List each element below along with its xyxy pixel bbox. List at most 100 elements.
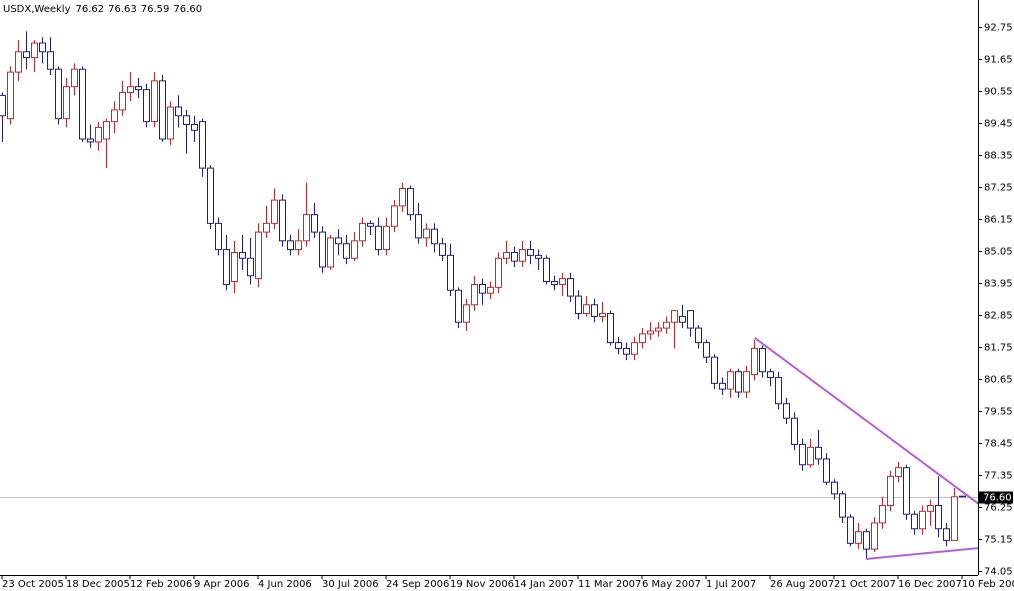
candle-body [543, 257, 550, 283]
candle-body [271, 199, 278, 224]
candle-body [911, 513, 918, 530]
candle-body [135, 86, 142, 91]
candle-body [95, 126, 102, 143]
candle-body [655, 327, 662, 332]
x-tick-label: 26 Aug 2007 [770, 579, 834, 590]
candle-body [959, 495, 966, 498]
candle-body [447, 254, 454, 291]
candle-body [247, 257, 254, 277]
candle-body [0, 94, 6, 117]
x-tick-label: 24 Sep 2006 [386, 579, 449, 590]
candle-body [351, 240, 358, 259]
x-tick-label: 14 Jan 2007 [514, 579, 574, 590]
y-tick-label: 87.25 [984, 183, 1013, 194]
x-tick-label: 23 Oct 2005 [2, 579, 64, 590]
candle-body [495, 257, 502, 288]
candle-body [407, 187, 414, 216]
x-tick-label: 11 Mar 2007 [578, 579, 641, 590]
candle-body [63, 86, 70, 120]
candle-body [663, 321, 670, 329]
price-label-box [979, 491, 1013, 504]
y-tick-label: 76.25 [984, 503, 1013, 514]
candle-body [31, 42, 38, 59]
candle-body [367, 222, 374, 227]
y-tick-label: 80.65 [984, 375, 1013, 386]
candle-body [583, 304, 590, 315]
candle-body [951, 496, 958, 541]
x-tick-label: 21 Oct 2007 [834, 579, 896, 590]
candle-body [679, 315, 686, 323]
low-label: 76.59 [141, 4, 170, 15]
x-tick-label: 16 Dec 2007 [898, 579, 962, 590]
x-tick-label: 9 Apr 2006 [194, 579, 249, 590]
candle-body [527, 249, 534, 256]
candle-body [439, 243, 446, 256]
y-tick-label: 75.15 [984, 535, 1013, 546]
candle-body [871, 522, 878, 550]
candle-body [119, 91, 126, 111]
candle-body [255, 231, 262, 280]
candle-body [847, 516, 854, 544]
candle-body [815, 446, 822, 460]
y-tick-label: 82.85 [984, 311, 1013, 322]
x-tick-label: 6 May 2007 [642, 579, 701, 590]
candle-body [743, 371, 750, 393]
candle-body [79, 68, 86, 140]
y-tick-label: 92.75 [984, 23, 1013, 34]
candle-body [903, 467, 910, 515]
plot-area [0, 31, 978, 560]
candle-body [127, 86, 134, 93]
candle-body [455, 289, 462, 323]
y-tick-label: 83.95 [984, 279, 1013, 290]
candle-body [287, 240, 294, 251]
candle-body [759, 347, 766, 373]
candle-body [727, 371, 734, 390]
y-tick-label: 79.55 [984, 407, 1013, 418]
candle-body [823, 458, 830, 483]
candle-body [399, 187, 406, 207]
candle-body [791, 417, 798, 445]
candle-body [735, 371, 742, 393]
candle-body [671, 310, 678, 323]
candle-body [239, 251, 246, 259]
candle-body [887, 475, 894, 506]
x-tick-label: 4 Jun 2006 [258, 579, 312, 590]
candle-body [575, 295, 582, 315]
candle-body [391, 205, 398, 227]
candle-body [359, 222, 366, 242]
candle-body [151, 80, 158, 123]
y-tick-label: 89.45 [984, 119, 1013, 130]
high-label: 76.63 [108, 4, 137, 15]
candle-body [7, 71, 14, 120]
candle-body [487, 286, 494, 294]
candle-body [175, 106, 182, 117]
candle-body [703, 342, 710, 358]
x-tick-label: 10 Feb 2008 [962, 579, 1014, 590]
candle-body [719, 382, 726, 390]
candle-body [143, 89, 150, 123]
y-tick-label: 88.35 [984, 151, 1013, 162]
y-tick-label: 77.35 [984, 471, 1013, 482]
candle-body [375, 225, 382, 251]
y-tick-label: 91.65 [984, 55, 1013, 66]
trendline [754, 337, 978, 505]
candle-body [559, 278, 566, 285]
candle-body [15, 51, 22, 73]
candle-body [927, 504, 934, 512]
chart-header: USDX,Weekly 76.62 76.63 76.59 76.60 [3, 4, 202, 15]
candle-body [647, 330, 654, 335]
candle-body [591, 304, 598, 317]
price-label: 76.60 [983, 493, 1012, 504]
candle-body [607, 313, 614, 344]
candle-body [335, 237, 342, 245]
candle-body [103, 121, 110, 140]
candle-body [895, 467, 902, 477]
candle-body [47, 51, 54, 70]
y-tick-label: 85.05 [984, 247, 1013, 258]
candle-body [279, 199, 286, 242]
candle-body [111, 109, 118, 123]
candle-body [631, 342, 638, 355]
y-tick-label: 78.45 [984, 439, 1013, 450]
